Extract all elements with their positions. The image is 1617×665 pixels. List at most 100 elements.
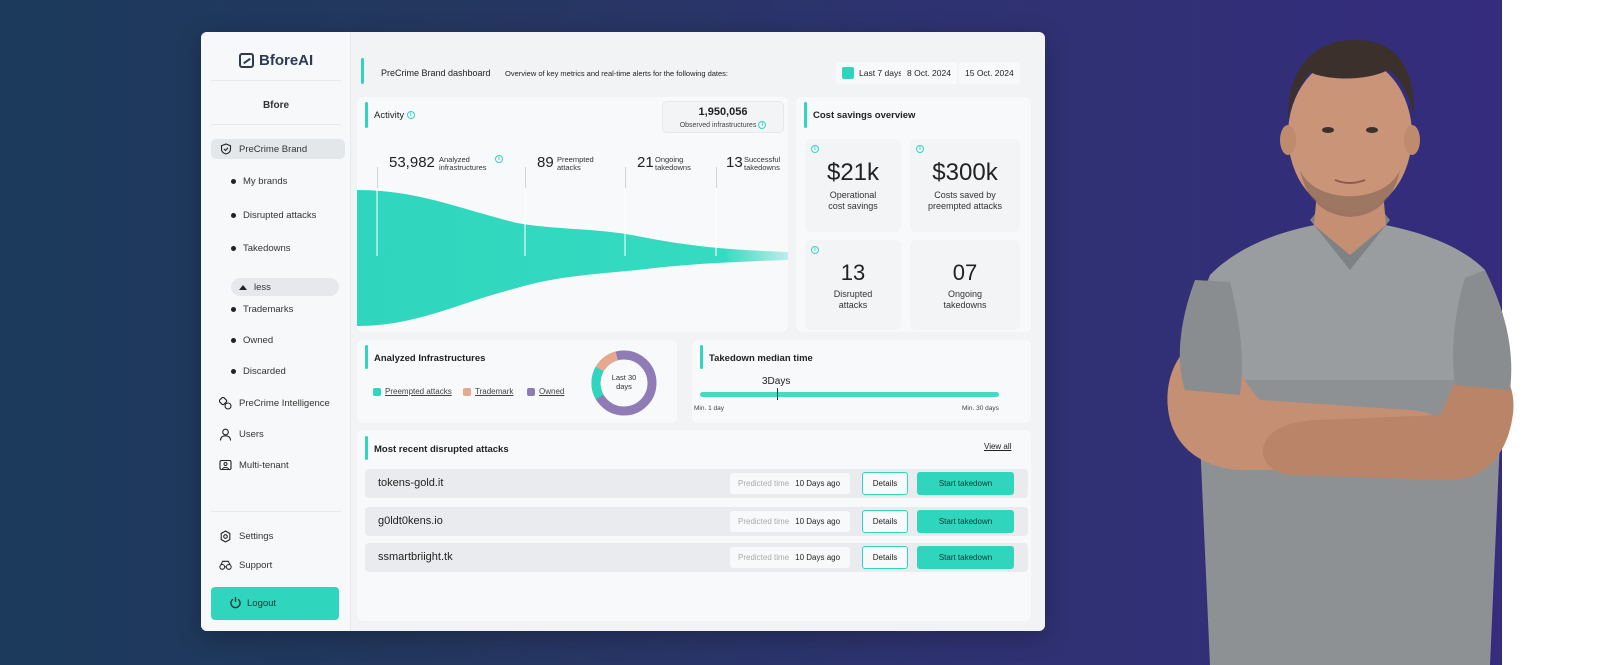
sidebar-item-settings[interactable]: Settings bbox=[211, 526, 345, 546]
stat-label-line: Operational bbox=[829, 190, 877, 200]
info-icon[interactable]: i bbox=[811, 145, 819, 153]
stat-value: 13 bbox=[840, 260, 866, 285]
stat-label-line: attacks bbox=[838, 300, 868, 310]
details-button[interactable]: Details bbox=[862, 546, 908, 569]
sidebar-subitem-owned[interactable]: Owned bbox=[231, 331, 273, 349]
start-takedown-button[interactable]: Start takedown bbox=[917, 472, 1014, 495]
takedown-marker bbox=[777, 388, 778, 400]
sidebar-subitem-label: Discarded bbox=[243, 365, 286, 377]
info-icon[interactable]: i bbox=[811, 246, 819, 254]
dashboard-window: BforeAI Bfore PreCrime Brand My brands D… bbox=[201, 32, 1045, 631]
view-all-link[interactable]: View all bbox=[984, 442, 1012, 451]
takedown-range-bar bbox=[700, 392, 999, 397]
activity-card: Activity i 1,950,056 Observed infrastruc… bbox=[357, 97, 788, 332]
row-domain: tokens-gold.it bbox=[378, 477, 444, 489]
info-icon[interactable]: i bbox=[916, 145, 924, 153]
divider bbox=[211, 80, 341, 81]
sidebar-item-label: Settings bbox=[239, 530, 274, 542]
gear-icon bbox=[219, 529, 232, 543]
takedown-median-card: Takedown median time 3Days Min. 1 day Mi… bbox=[692, 340, 1031, 423]
legend-label: Trademark bbox=[475, 387, 514, 396]
sidebar-subitem-takedowns[interactable]: Takedowns bbox=[231, 239, 291, 257]
info-icon[interactable]: i bbox=[495, 155, 503, 163]
sidebar-item-precrime-intelligence[interactable]: PreCrime Intelligence bbox=[211, 393, 345, 413]
predicted-time-label: Predicted time bbox=[738, 479, 790, 488]
observed-infrastructures-box: 1,950,056 Observed infrastructures i bbox=[662, 101, 784, 133]
start-date-field[interactable]: 8 Oct. 2024 bbox=[901, 62, 957, 84]
calendar-swatch-icon bbox=[842, 67, 854, 79]
logo[interactable]: BforeAI bbox=[239, 52, 313, 69]
metric-label-line: Analyzed bbox=[439, 155, 470, 164]
sidebar-subitem-label: Owned bbox=[243, 334, 274, 346]
predicted-time-cell: Predicted time 10 Days ago bbox=[730, 547, 850, 568]
predicted-time-value: 10 Days ago bbox=[795, 517, 841, 526]
legend-preempted-attacks[interactable]: Preempted attacks bbox=[373, 387, 452, 396]
logout-label: Logout bbox=[247, 598, 277, 609]
start-takedown-button[interactable]: Start takedown bbox=[917, 510, 1014, 533]
predicted-time-value: 10 Days ago bbox=[795, 553, 841, 562]
predicted-time-cell: Predicted time 10 Days ago bbox=[730, 473, 850, 494]
bullet-icon bbox=[231, 368, 236, 374]
details-button[interactable]: Details bbox=[862, 510, 908, 533]
tenant-name: Bfore bbox=[262, 100, 290, 111]
divider bbox=[211, 124, 341, 125]
accent-bar bbox=[804, 102, 807, 128]
metric-ongoing-label: Ongoing takedowns bbox=[655, 156, 691, 172]
sidebar-item-support[interactable]: Support bbox=[211, 555, 345, 575]
toggle-label: less bbox=[254, 281, 271, 293]
logout-button[interactable]: Logout bbox=[211, 587, 339, 620]
donut-label-line: Last 30 bbox=[611, 373, 637, 382]
sidebar-subitem-discarded[interactable]: Discarded bbox=[231, 362, 286, 380]
metric-guide-line bbox=[525, 167, 526, 188]
stat-card-disrupted: i 13 Disrupted attacks bbox=[805, 240, 901, 330]
sidebar-subitem-label: Disrupted attacks bbox=[243, 209, 317, 221]
sidebar-subitem-disrupted-attacks[interactable]: Disrupted attacks bbox=[231, 206, 316, 224]
legend-swatch bbox=[373, 387, 381, 396]
metric-successful-label: Successful takedowns bbox=[744, 156, 780, 172]
metric-label-line: takedowns bbox=[744, 163, 780, 172]
cost-savings-card: Cost savings overview i $21k Operational… bbox=[796, 97, 1031, 332]
info-icon[interactable]: i bbox=[406, 111, 415, 120]
date-range-select[interactable]: Last 7 days bbox=[836, 62, 909, 84]
start-takedown-button[interactable]: Start takedown bbox=[917, 546, 1014, 569]
sidebar-subitem-label: My brands bbox=[243, 175, 288, 187]
collapse-less-toggle[interactable]: less bbox=[231, 278, 339, 296]
logo-icon bbox=[239, 53, 254, 68]
details-button[interactable]: Details bbox=[862, 472, 908, 495]
accent-bar bbox=[361, 58, 364, 84]
sidebar-subitem-my-brands[interactable]: My brands bbox=[231, 172, 287, 190]
metric-label-line: Successful bbox=[744, 155, 781, 164]
sidebar-item-multi-tenant[interactable]: Multi-tenant bbox=[211, 455, 345, 475]
activity-title: Activity bbox=[374, 110, 405, 121]
legend-swatch bbox=[463, 387, 471, 396]
sidebar-item-users[interactable]: Users bbox=[211, 424, 345, 444]
metric-label-line: attacks bbox=[557, 163, 581, 172]
stat-label-line: Disrupted bbox=[833, 289, 873, 299]
sidebar-item-precrime-brand[interactable]: PreCrime Brand bbox=[211, 139, 345, 159]
stat-card-operational: i $21k Operational cost savings bbox=[805, 139, 901, 232]
bullet-icon bbox=[231, 178, 236, 184]
power-icon bbox=[229, 596, 242, 612]
sidebar: BforeAI Bfore PreCrime Brand My brands D… bbox=[201, 32, 351, 631]
predicted-time-value: 10 Days ago bbox=[795, 479, 841, 488]
support-icon bbox=[219, 559, 232, 572]
donut-center-label: Last 30 days bbox=[589, 373, 659, 391]
legend-owned[interactable]: Owned bbox=[527, 387, 564, 396]
metric-guide-line bbox=[625, 167, 626, 188]
legend-trademark[interactable]: Trademark bbox=[463, 387, 513, 396]
observed-label-text: Observed infrastructures bbox=[679, 121, 757, 129]
sidebar-item-label: Support bbox=[239, 559, 273, 571]
sidebar-item-label: PreCrime Brand bbox=[239, 143, 308, 155]
sidebar-item-label: PreCrime Intelligence bbox=[239, 397, 330, 409]
accent-bar bbox=[700, 345, 703, 369]
stat-card-ongoing: 07 Ongoing takedowns bbox=[910, 240, 1020, 330]
stat-value: 07 bbox=[952, 260, 978, 285]
takedown-value: 3Days bbox=[762, 376, 791, 387]
end-date-field[interactable]: 15 Oct. 2024 bbox=[959, 62, 1020, 84]
donut-label-line: days bbox=[616, 382, 632, 391]
sidebar-subitem-trademarks[interactable]: Trademarks bbox=[231, 300, 293, 318]
stat-card-costs-saved: i $300k Costs saved by preempted attacks bbox=[910, 139, 1020, 232]
info-icon[interactable]: i bbox=[758, 121, 767, 129]
stat-label-line: Ongoing bbox=[947, 289, 983, 299]
activity-funnel-chart bbox=[357, 188, 788, 326]
